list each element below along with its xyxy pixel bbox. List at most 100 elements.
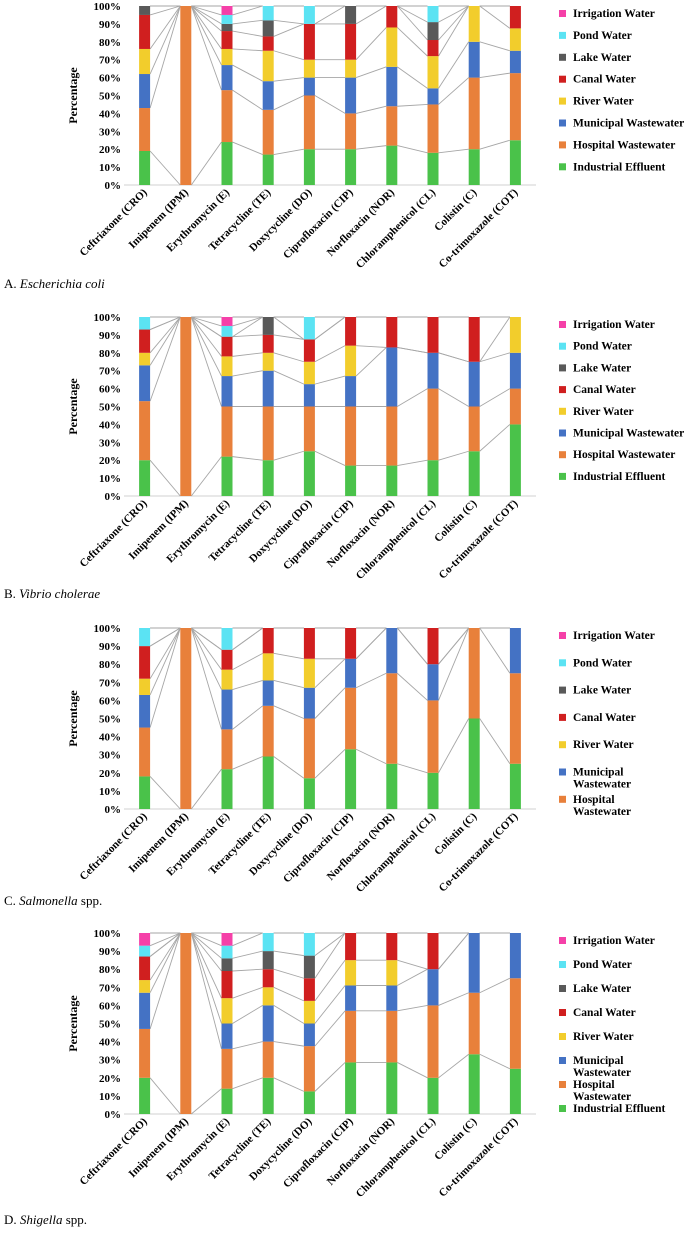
y-tick-label: 20% — [99, 144, 121, 156]
legend-label: River Water — [573, 739, 634, 751]
x-category-label: Ceftriaxone (CRO) — [78, 810, 150, 882]
bar-segment-pond-water — [262, 933, 274, 952]
series-line — [438, 450, 469, 461]
y-tick-label: 10% — [99, 1091, 121, 1103]
legend-swatch — [559, 713, 566, 721]
bar-segment-river-water — [139, 48, 151, 75]
bar-segment-hospital-wastewater — [427, 104, 439, 153]
bar-segment-hospital-wastewater — [262, 705, 274, 757]
caption-suffix: spp. — [77, 893, 103, 908]
bar-segment-industrial-effluent — [345, 149, 357, 185]
y-tick-label: 90% — [99, 946, 121, 958]
y-tick-label: 100% — [94, 312, 122, 324]
legend-swatch — [559, 795, 566, 803]
bar-segment-river-water — [427, 56, 439, 89]
bar-segment-hospital-wastewater — [345, 687, 357, 750]
x-category-label: Co-trimoxazole (COT) — [437, 497, 521, 581]
series-line — [232, 705, 263, 730]
legend-label: Industrial Effluent — [573, 161, 666, 173]
series-line — [232, 627, 263, 651]
bar-segment-hospital-wastewater — [509, 73, 521, 141]
bar-segment-hospital-wastewater — [139, 727, 151, 777]
series-line — [314, 932, 346, 979]
bar-segment-industrial-effluent — [386, 465, 398, 496]
y-tick-label: 40% — [99, 1037, 121, 1049]
series-line — [190, 932, 222, 972]
legend-swatch — [559, 1009, 566, 1016]
series-line — [149, 932, 181, 947]
series-line — [149, 316, 181, 354]
series-line — [396, 672, 428, 701]
series-line — [232, 1077, 263, 1090]
bar-segment-canal-water — [221, 971, 233, 999]
bar-segment-river-water — [509, 317, 521, 353]
x-category-label: Co-trimoxazole (COT) — [437, 1115, 521, 1199]
series-line — [355, 748, 387, 765]
y-tick-label: 20% — [99, 455, 121, 467]
series-line — [273, 370, 305, 385]
x-category-label: Chloramphenicol (CL) — [354, 497, 439, 582]
series-line — [149, 5, 181, 75]
bar-segment-pond-water — [139, 628, 151, 647]
series-line — [232, 370, 263, 377]
bar-segment-river-water — [468, 6, 480, 42]
series-line — [149, 316, 181, 330]
y-tick-label: 80% — [99, 964, 121, 976]
bar-segment-industrial-effluent — [509, 1068, 521, 1114]
bar-segment-pond-water — [221, 325, 233, 337]
bar-segment-industrial-effluent — [262, 1077, 274, 1114]
legend-label-line: Wastewater — [573, 1091, 631, 1103]
series-line — [314, 375, 346, 385]
series-line — [273, 680, 305, 689]
legend-label-line: Municipal Wastewater — [573, 428, 684, 440]
series-line — [232, 968, 263, 972]
legend-swatch — [559, 31, 566, 39]
legend-swatch — [559, 1033, 566, 1040]
bar-segment-canal-water — [303, 23, 315, 60]
bar-segment-hospital-wastewater — [139, 1028, 151, 1078]
bar-segment-municipal-wastewater — [386, 347, 398, 407]
caption-letter: D. — [4, 1212, 17, 1227]
bar-segment-municipal-wastewater — [386, 628, 398, 674]
bar-segment-municipal-wastewater — [386, 985, 398, 1011]
series-line — [232, 316, 263, 338]
series-line — [232, 334, 263, 338]
bar-segment-pond-water — [221, 945, 233, 959]
chart-caption: B. Vibrio cholerae — [4, 586, 100, 602]
bar-segment-river-water — [221, 48, 233, 66]
series-line — [479, 139, 511, 150]
bar-segment-industrial-effluent — [468, 718, 480, 809]
y-tick-label: 40% — [99, 108, 121, 120]
y-tick-label: 30% — [99, 437, 121, 449]
legend-swatch — [559, 386, 566, 394]
series-line — [190, 316, 222, 377]
stacked-bar-chart-v-cholerae: Percentage 0% 10% 20% 30% 40% 50% 60% 70% 80% 90% 1… — [66, 312, 684, 582]
bar-segment-river-water — [509, 28, 521, 51]
y-tick-label: 50% — [99, 1019, 121, 1031]
series-line — [273, 148, 304, 156]
y-tick-label: 100% — [94, 1, 122, 13]
y-tick-label: 50% — [99, 714, 121, 726]
bar-segment-canal-water — [427, 317, 439, 353]
bar-segment-canal-water — [262, 628, 274, 654]
chart-panel-b: Percentage 0% 10% 20% 30% 40% 50% 60% 70% 80% 90% 1… — [0, 309, 685, 618]
legend-label-line: Municipal Wastewater — [573, 118, 684, 130]
series-line — [438, 148, 469, 154]
series-line — [438, 388, 469, 407]
bar-segment-pond-water — [221, 628, 233, 650]
bar-segment-municipal-wastewater — [139, 992, 151, 1029]
bar-segment-industrial-effluent — [386, 145, 398, 185]
series-line — [438, 5, 470, 41]
legend-label-line: Lake Water — [573, 52, 631, 64]
series-line — [232, 19, 263, 25]
bar-segment-hospital-wastewater — [221, 406, 233, 457]
series-line — [149, 316, 181, 402]
series-line — [190, 627, 222, 690]
bar-segment-canal-water — [386, 933, 398, 961]
legend-label: Hospital Wastewater — [573, 139, 675, 151]
bar-segment-canal-water — [303, 339, 315, 362]
series-line — [396, 27, 428, 57]
bar-segment-municipal-wastewater — [468, 933, 480, 993]
series-line — [396, 5, 428, 41]
bar-segment-municipal-wastewater — [262, 1005, 274, 1042]
